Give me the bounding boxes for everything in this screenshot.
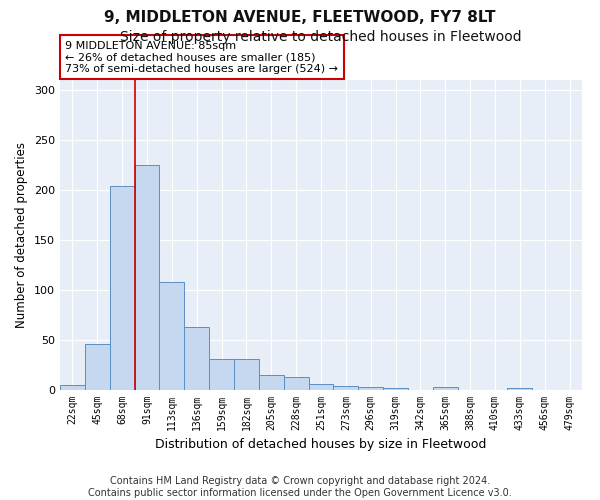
Bar: [334, 386, 358, 390]
Bar: [160, 282, 184, 390]
Bar: [85, 344, 110, 390]
Bar: [508, 388, 532, 390]
Bar: [358, 387, 383, 390]
Bar: [308, 384, 334, 390]
Bar: [209, 359, 234, 390]
Bar: [60, 385, 85, 390]
Bar: [234, 359, 259, 390]
Bar: [134, 165, 160, 390]
Bar: [433, 387, 458, 390]
Title: Size of property relative to detached houses in Fleetwood: Size of property relative to detached ho…: [120, 30, 522, 44]
Y-axis label: Number of detached properties: Number of detached properties: [16, 142, 28, 328]
Text: 9 MIDDLETON AVENUE: 85sqm
← 26% of detached houses are smaller (185)
73% of semi: 9 MIDDLETON AVENUE: 85sqm ← 26% of detac…: [65, 40, 338, 74]
Bar: [110, 186, 134, 390]
Bar: [383, 388, 408, 390]
Bar: [184, 327, 209, 390]
Bar: [259, 375, 284, 390]
Text: Contains HM Land Registry data © Crown copyright and database right 2024.
Contai: Contains HM Land Registry data © Crown c…: [88, 476, 512, 498]
X-axis label: Distribution of detached houses by size in Fleetwood: Distribution of detached houses by size …: [155, 438, 487, 452]
Bar: [284, 377, 308, 390]
Text: 9, MIDDLETON AVENUE, FLEETWOOD, FY7 8LT: 9, MIDDLETON AVENUE, FLEETWOOD, FY7 8LT: [104, 10, 496, 25]
